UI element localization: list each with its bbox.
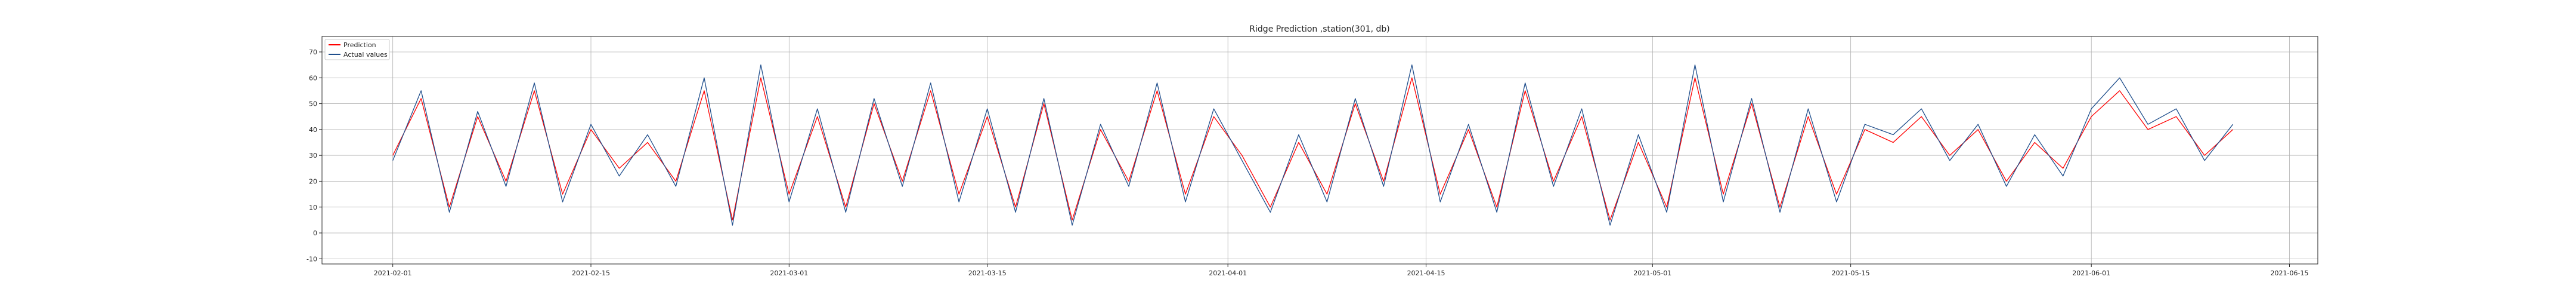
x-tick-label: 2021-02-15: [572, 269, 610, 277]
plot-frame: [321, 36, 2318, 265]
y-tick-label: 40: [309, 126, 317, 134]
x-tick-label: 2021-02-01: [374, 269, 412, 277]
x-tick-label: 2021-03-15: [968, 269, 1007, 277]
legend: Prediction Actual values: [324, 39, 390, 60]
y-tick-label: -10: [306, 255, 317, 263]
series-layer: [392, 64, 2234, 226]
chart-title: Ridge Prediction ,station(301, db): [1249, 24, 1389, 34]
x-axis: 2021-02-01 2021-02-15 2021-03-01 2021-03-15…: [374, 264, 2309, 277]
y-tick-label: 0: [313, 229, 317, 237]
x-tick-label: 2021-06-15: [2271, 269, 2309, 277]
y-tick-label: 20: [309, 177, 317, 185]
y-tick-label: 50: [309, 100, 317, 108]
legend-label-actual: Actual values: [343, 51, 388, 59]
x-tick-label: 2021-05-15: [1832, 269, 1870, 277]
legend-box: [324, 39, 390, 60]
y-axis: -10 0 10 20 30 40 50 60 70: [306, 48, 322, 263]
legend-label-prediction: Prediction: [343, 41, 376, 49]
grid: [322, 36, 2318, 264]
x-tick-label: 2021-05-01: [1633, 269, 1671, 277]
x-tick-label: 2021-03-01: [770, 269, 808, 277]
x-tick-label: 2021-06-01: [2072, 269, 2110, 277]
x-tick-label: 2021-04-15: [1407, 269, 1445, 277]
y-tick-label: 10: [309, 204, 317, 211]
y-tick-label: 70: [309, 48, 317, 56]
y-tick-label: 30: [309, 152, 317, 159]
series-line-actual-values: [392, 64, 2234, 226]
y-tick-label: 60: [309, 74, 317, 82]
x-tick-label: 2021-04-01: [1209, 269, 1247, 277]
